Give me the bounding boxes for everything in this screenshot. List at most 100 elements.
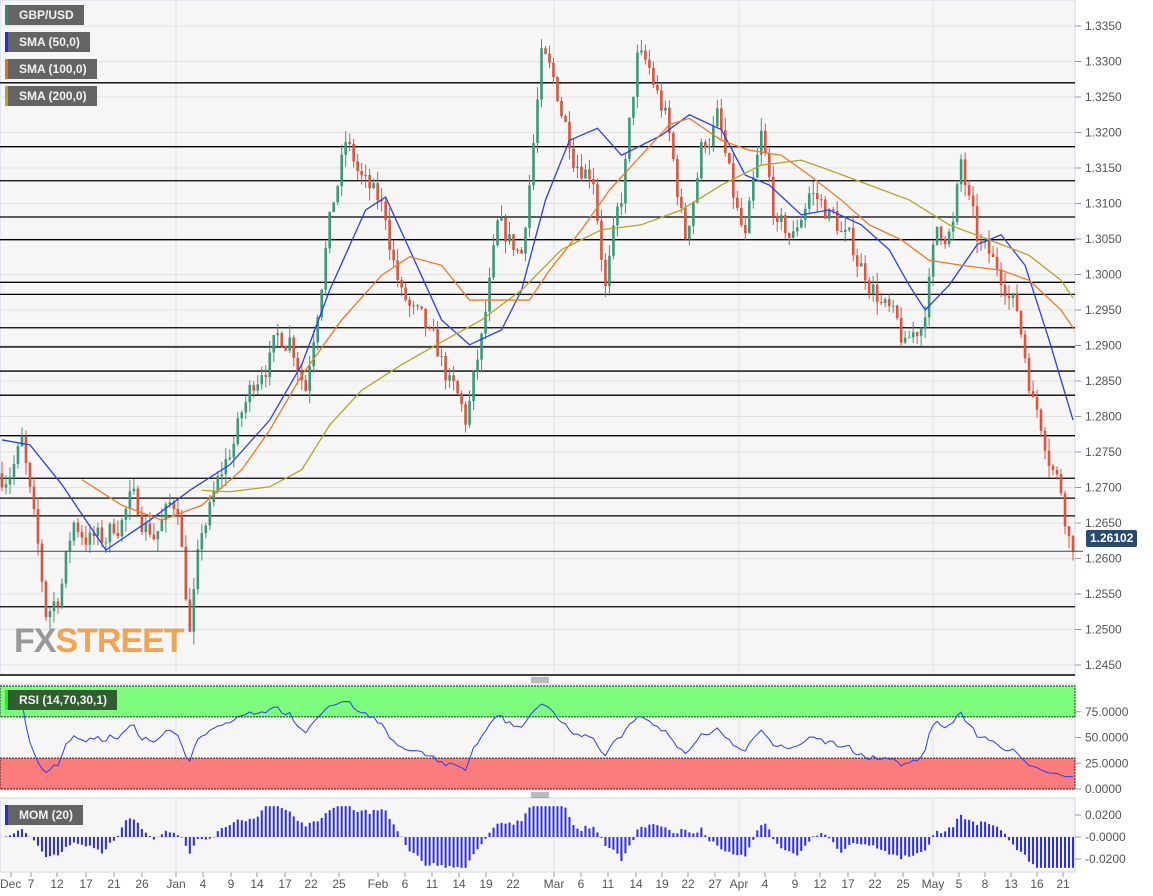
- candle-body: [1003, 285, 1007, 297]
- candle-body: [1027, 358, 1031, 392]
- mom-tick-label: 0.0200: [1085, 808, 1122, 822]
- x-tick-label: 22: [868, 877, 882, 891]
- candle-body: [308, 366, 312, 391]
- x-tick-label: Apr: [730, 877, 749, 891]
- candle-body: [40, 543, 44, 582]
- candle-body: [580, 166, 583, 179]
- y-tick-label: 1.2450: [1085, 658, 1122, 672]
- candle-body: [228, 457, 232, 460]
- candle-body: [1039, 409, 1043, 431]
- sma200-line: [201, 159, 1074, 493]
- candle-body: [692, 202, 695, 226]
- candle-body: [775, 216, 779, 223]
- x-tick-label: 9: [228, 877, 235, 891]
- x-tick-label: 12: [50, 877, 64, 891]
- candle-body: [1055, 470, 1059, 475]
- candle-body: [616, 206, 619, 226]
- candle-body: [188, 599, 192, 632]
- candle-body: [528, 185, 531, 228]
- candle-body: [640, 50, 643, 53]
- candle-body: [156, 531, 160, 540]
- x-tick-label: 25: [332, 877, 346, 891]
- candle-body: [600, 220, 603, 260]
- legend-sma100[interactable]: SMA (100,0): [5, 59, 97, 79]
- candle-body: [60, 583, 64, 607]
- candle-body: [420, 306, 423, 309]
- candle-body: [12, 463, 16, 477]
- candle-body: [763, 130, 767, 154]
- rsi-tick-label: 25.0000: [1085, 756, 1129, 770]
- y-tick-label: 1.2500: [1085, 623, 1122, 637]
- candle-body: [240, 412, 244, 419]
- candle-body: [100, 527, 104, 544]
- candle-body: [512, 234, 515, 250]
- candle-body: [656, 84, 659, 91]
- candle-body: [344, 142, 347, 155]
- candle-body: [787, 232, 791, 238]
- candle-body: [620, 203, 623, 207]
- candle-body: [544, 48, 547, 54]
- candle-body: [336, 186, 339, 203]
- candle-body: [380, 200, 383, 202]
- candle-body: [392, 249, 395, 261]
- logo-fx: FX: [14, 622, 56, 660]
- candle-body: [316, 317, 320, 343]
- y-tick-label: 1.2850: [1085, 374, 1122, 388]
- candle-body: [851, 227, 855, 256]
- candle-body: [332, 202, 335, 213]
- candle-body: [204, 525, 208, 534]
- legend-symbol[interactable]: GBP/USD: [5, 5, 84, 25]
- x-tick-label: 19: [479, 877, 493, 891]
- candle-body: [891, 305, 895, 307]
- candle-body: [184, 546, 188, 600]
- candle-body: [404, 287, 407, 300]
- fxstreet-logo: FXSTREET: [14, 622, 185, 661]
- legend-sma50[interactable]: SMA (50,0): [5, 32, 90, 52]
- candle-body: [919, 328, 923, 336]
- candle-body: [180, 515, 184, 547]
- candle-body: [608, 255, 611, 287]
- candle-body: [292, 337, 296, 358]
- candle-body: [907, 337, 911, 339]
- candle-body: [356, 161, 359, 171]
- candle-body: [632, 96, 635, 118]
- rsi-line: [17, 700, 1074, 778]
- legend-sma200[interactable]: SMA (200,0): [5, 86, 97, 106]
- candle-body: [664, 107, 667, 111]
- candle-body: [883, 299, 887, 303]
- candle-body: [755, 154, 759, 178]
- candle-body: [652, 67, 655, 85]
- candle-body: [592, 178, 595, 185]
- candle-body: [52, 601, 56, 612]
- candle-body: [708, 145, 711, 148]
- candle-body: [552, 62, 555, 78]
- candle-body: [955, 184, 959, 222]
- candle-body: [927, 276, 931, 318]
- candle-body: [700, 142, 703, 179]
- candle-body: [963, 159, 967, 186]
- candle-body: [1035, 396, 1039, 410]
- candle-body: [1051, 465, 1055, 471]
- x-tick-label: May: [922, 877, 945, 891]
- candle-body: [736, 197, 739, 208]
- candle-body: [88, 532, 92, 545]
- candle-body: [272, 335, 276, 353]
- candle-body: [376, 183, 379, 201]
- candle-body: [596, 184, 599, 221]
- candle-body: [144, 523, 148, 532]
- candle-body: [895, 305, 899, 319]
- candle-body: [524, 227, 527, 254]
- candle-body: [436, 329, 439, 357]
- y-tick-label: 1.2900: [1085, 339, 1122, 353]
- candle-body: [1019, 310, 1023, 335]
- candle-body: [791, 231, 795, 238]
- candle-body: [795, 227, 799, 232]
- candle-body: [0, 473, 4, 488]
- candle-body: [839, 230, 843, 233]
- y-tick-label: 1.2800: [1085, 410, 1122, 424]
- candle-body: [716, 108, 719, 127]
- y-tick-label: 1.3000: [1085, 268, 1122, 282]
- legend-rsi[interactable]: RSI (14,70,30,1): [5, 690, 118, 710]
- legend-mom[interactable]: MOM (20): [5, 805, 83, 825]
- y-tick-label: 1.3100: [1085, 197, 1122, 211]
